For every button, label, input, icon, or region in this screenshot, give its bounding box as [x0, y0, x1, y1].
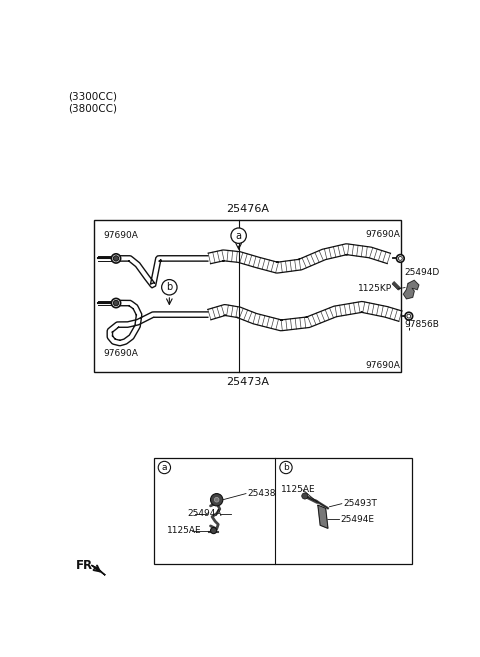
Text: 25494D: 25494D [404, 268, 440, 277]
Circle shape [111, 254, 120, 263]
Text: 97690A: 97690A [104, 231, 139, 240]
Circle shape [162, 280, 177, 295]
Bar [154, 459, 412, 564]
Text: 97690A: 97690A [365, 361, 400, 371]
Text: 25473A: 25473A [227, 377, 269, 387]
Polygon shape [91, 565, 105, 575]
Circle shape [113, 300, 119, 306]
Circle shape [405, 312, 413, 320]
Circle shape [211, 528, 216, 533]
Text: 1125AE: 1125AE [168, 526, 202, 535]
Polygon shape [403, 281, 419, 299]
Text: a: a [236, 231, 241, 240]
Circle shape [211, 493, 223, 506]
Text: 25493T: 25493T [343, 499, 377, 508]
Text: 25494E: 25494E [340, 514, 374, 524]
Circle shape [231, 228, 246, 243]
Circle shape [111, 298, 120, 307]
Circle shape [215, 497, 219, 502]
Circle shape [396, 254, 404, 262]
Text: FR.: FR. [76, 560, 98, 572]
Bar [95, 221, 401, 373]
Circle shape [302, 493, 308, 499]
Polygon shape [318, 505, 328, 528]
Circle shape [280, 461, 292, 474]
Text: 25476A: 25476A [227, 204, 269, 214]
Circle shape [113, 256, 119, 261]
Text: b: b [166, 283, 172, 292]
Text: b: b [283, 463, 289, 472]
Text: 25494A: 25494A [187, 509, 222, 518]
Text: 1125AE: 1125AE [281, 486, 316, 494]
Text: (3300CC)
(3800CC): (3300CC) (3800CC) [69, 91, 118, 114]
Text: a: a [162, 463, 167, 472]
Circle shape [158, 461, 170, 474]
Text: 97856B: 97856B [404, 320, 439, 329]
Text: 97690A: 97690A [104, 349, 139, 358]
Text: 97690A: 97690A [366, 230, 401, 238]
Text: 1125KP: 1125KP [358, 284, 392, 293]
Text: 25438: 25438 [248, 489, 276, 498]
